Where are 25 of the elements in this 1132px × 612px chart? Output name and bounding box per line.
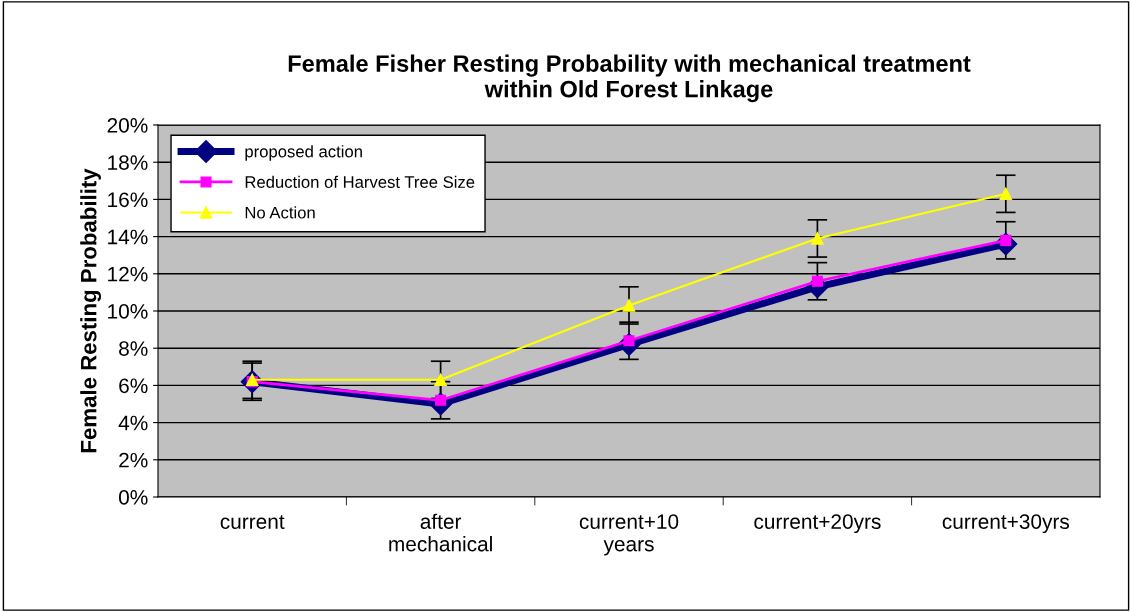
y-tick-label: 18% xyxy=(108,155,148,170)
point xyxy=(434,373,447,387)
y-tick-label: 10% xyxy=(108,304,148,319)
y-tick-label: 14% xyxy=(108,229,148,245)
x-tick-label: after mechanical xyxy=(389,513,492,552)
y-tick-label: 4% xyxy=(118,415,148,431)
x-tick-label: current+30yrs xyxy=(942,514,1070,534)
point xyxy=(811,232,824,245)
y-tick-label: 20% xyxy=(107,118,148,133)
point xyxy=(622,299,636,312)
point xyxy=(999,187,1013,201)
x-tick-label: current+20yrs xyxy=(754,514,881,534)
x-tick-label: current+10 years xyxy=(579,514,679,556)
y-tick-label: 8% xyxy=(119,341,148,356)
y-axis-title: Female Resting Probability xyxy=(80,168,102,453)
legend-label: proposed action xyxy=(245,145,362,161)
y-tick-label: 12% xyxy=(108,266,148,282)
x-tick-label: current xyxy=(220,515,285,529)
chart-title: Female Fisher Resting Probability with mechanical treatment within Old Forest Linkage xyxy=(288,54,971,103)
legend-label: No Action xyxy=(245,206,315,219)
y-tick-label: 16% xyxy=(108,192,148,208)
y-tick-label: 0% xyxy=(118,490,148,505)
legend-label: Reduction of Harvest Tree Size xyxy=(245,175,475,188)
y-tick-label: 2% xyxy=(119,452,148,468)
y-tick-label: 6% xyxy=(119,378,148,394)
